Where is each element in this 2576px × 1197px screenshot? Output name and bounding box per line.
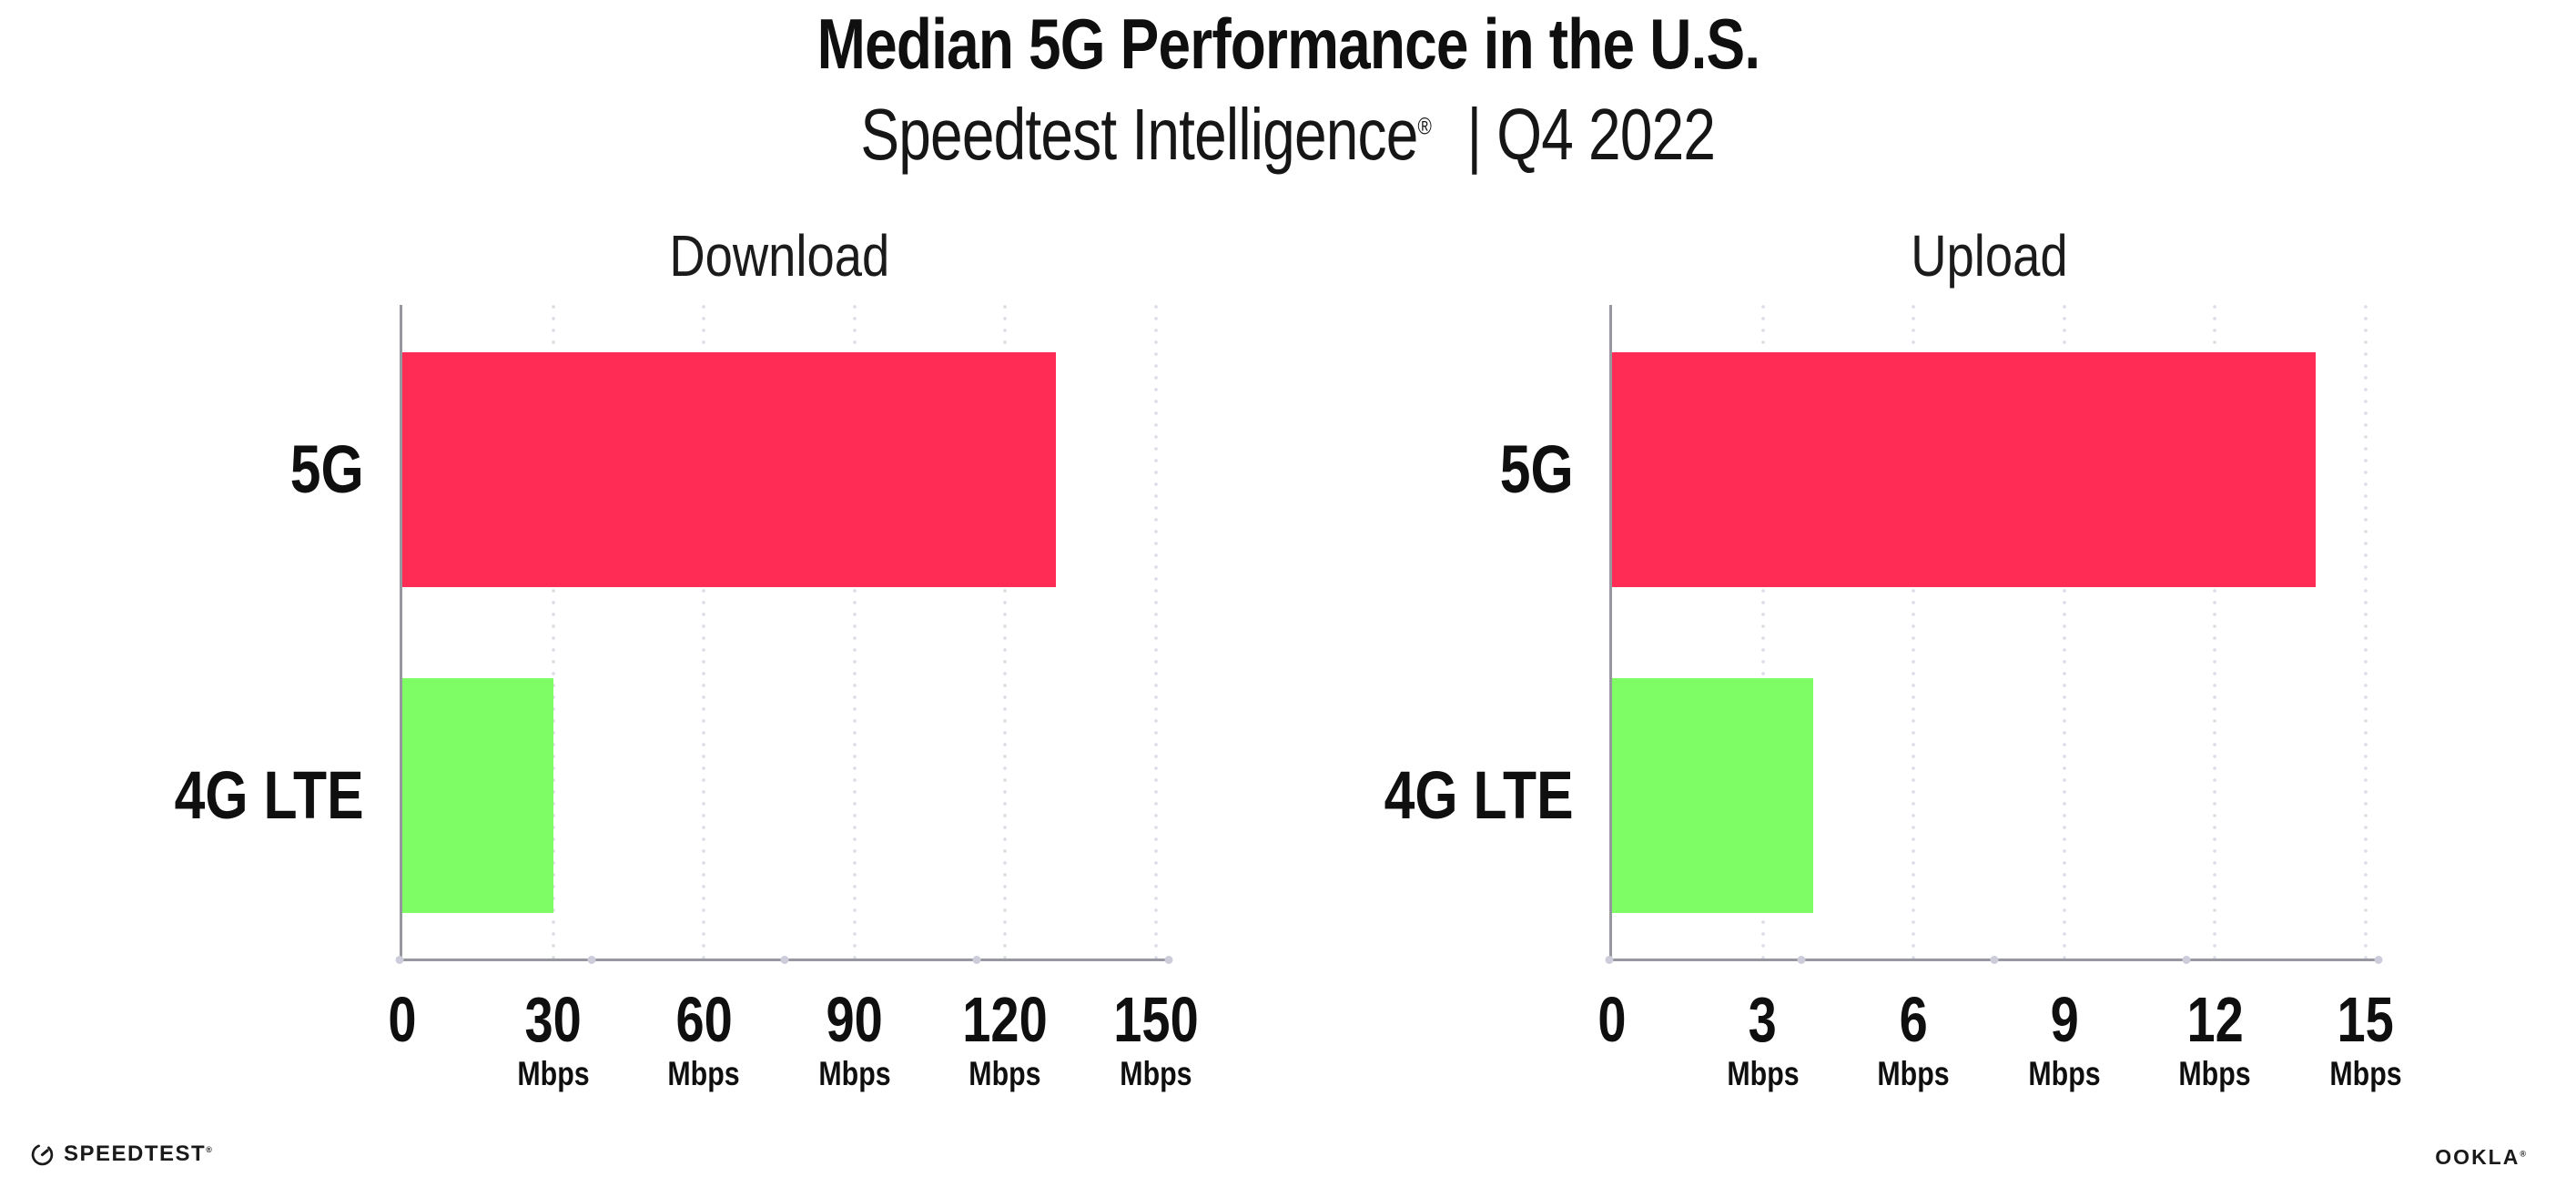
x-axis-spine [395, 956, 1173, 964]
y-axis-label-5g: 5G [1500, 431, 1574, 507]
y-axis-label-4g-lte: 4G LTE [175, 757, 364, 833]
axis-tick-dot [587, 956, 596, 964]
y-axis-label-4g-lte: 4G LTE [1384, 757, 1574, 833]
gridline [1912, 305, 1916, 959]
x-tick-label: 6 Mbps [1870, 988, 1958, 1090]
axis-tick-dot [2374, 956, 2383, 964]
x-tick-unit: Mbps [667, 1055, 740, 1092]
y-axis-label-5g: 5G [290, 431, 364, 507]
x-tick-label: 30 Mbps [509, 988, 597, 1090]
x-tick-value: 12 [2186, 984, 2244, 1055]
gridline [702, 305, 706, 959]
x-tick-label: 12 Mbps [2171, 988, 2259, 1090]
x-tick-value: 3 [1749, 984, 1778, 1055]
axis-tick-dot [780, 956, 788, 964]
x-tick-label: 9 Mbps [2020, 988, 2108, 1090]
x-tick-unit: Mbps [516, 1055, 590, 1092]
axis-tick-dot [1797, 956, 1806, 964]
axis-tick-dot [2182, 956, 2191, 964]
axis-tick-dot [395, 956, 404, 964]
bar-5g-upload [1612, 352, 2316, 587]
speedtest-logo: SPEEDTEST® [30, 1141, 213, 1166]
x-tick-value: 30 [524, 984, 582, 1055]
x-tick-label: 150 Mbps [1103, 988, 1210, 1090]
x-tick-label: 3 Mbps [1719, 988, 1807, 1090]
gridline [852, 305, 857, 959]
download-chart-plot-area: 5G 4G LTE 0 30 Mbps 60 Mbps 90 Mbps 120 Mbps 150 Mbp… [175, 305, 1199, 1090]
x-tick-label: 60 Mbps [660, 988, 748, 1090]
x-tick-label: 0 [1595, 988, 1630, 1051]
x-tick-label: 15 Mbps [2322, 988, 2410, 1090]
gridline [2062, 305, 2066, 959]
x-tick-unit: Mbps [2329, 1055, 2402, 1092]
axis-tick-dot [972, 956, 981, 964]
x-tick-value: 6 [1899, 984, 1928, 1055]
axis-tick-dot [1164, 956, 1173, 964]
x-tick-value: 90 [826, 984, 883, 1055]
ookla-logo: OOKLA® [2435, 1147, 2526, 1168]
upload-chart-title: Upload [1910, 223, 2068, 289]
page-title: Median 5G Performance in the U.S. [816, 4, 1760, 84]
ookla-wordmark: OOKLA [2435, 1145, 2520, 1169]
bar-4g-lte-download [402, 678, 553, 913]
x-tick-unit: Mbps [1877, 1055, 1950, 1092]
x-tick-value: 150 [1113, 984, 1199, 1055]
download-chart-title: Download [669, 223, 889, 289]
page-subtitle: Speedtest Intelligence® | Q4 2022 [0, 95, 2576, 175]
x-tick-label: 0 [385, 988, 421, 1051]
x-tick-label: 90 Mbps [810, 988, 898, 1090]
x-tick-value: 0 [388, 984, 417, 1055]
x-tick-unit: Mbps [969, 1055, 1042, 1092]
axis-tick-dot [1990, 956, 1998, 964]
y-axis-spine [400, 305, 402, 961]
ookla-registered-mark: ® [2520, 1149, 2526, 1159]
speedtest-wordmark: SPEEDTEST [64, 1141, 207, 1166]
bar-4g-lte-upload [1612, 678, 1813, 913]
bar-5g-download [402, 352, 1056, 587]
x-tick-value: 15 [2337, 984, 2395, 1055]
x-tick-unit: Mbps [1726, 1055, 1800, 1092]
y-axis-spine [1609, 305, 1612, 961]
speedtest-registered-mark: ® [206, 1144, 214, 1154]
x-tick-value: 0 [1597, 984, 1627, 1055]
subtitle-period: | Q4 2022 [1466, 94, 1717, 175]
x-tick-label: 120 Mbps [952, 988, 1059, 1090]
x-tick-value: 120 [962, 984, 1049, 1055]
x-tick-unit: Mbps [2028, 1055, 2101, 1092]
x-tick-value: 9 [2050, 984, 2079, 1055]
axis-tick-dot [1605, 956, 1614, 964]
registered-mark: ® [1417, 112, 1432, 140]
gridline [2213, 305, 2217, 959]
gridline [551, 305, 555, 959]
x-tick-unit: Mbps [1120, 1055, 1192, 1092]
gridline [2364, 305, 2368, 959]
gridline [1003, 305, 1008, 959]
subtitle-brand: Speedtest Intelligence [860, 94, 1419, 175]
gridline [1154, 305, 1158, 959]
gridline [1760, 305, 1765, 959]
upload-chart-plot-area: 5G 4G LTE 0 3 Mbps 6 Mbps 9 Mbps 12 Mbps 15 Mbps [1384, 305, 2402, 1090]
x-tick-unit: Mbps [2178, 1055, 2252, 1092]
speedtest-gauge-icon [31, 1144, 54, 1166]
x-tick-unit: Mbps [818, 1055, 891, 1092]
x-axis-spine [1605, 956, 2383, 964]
x-tick-value: 60 [675, 984, 733, 1055]
